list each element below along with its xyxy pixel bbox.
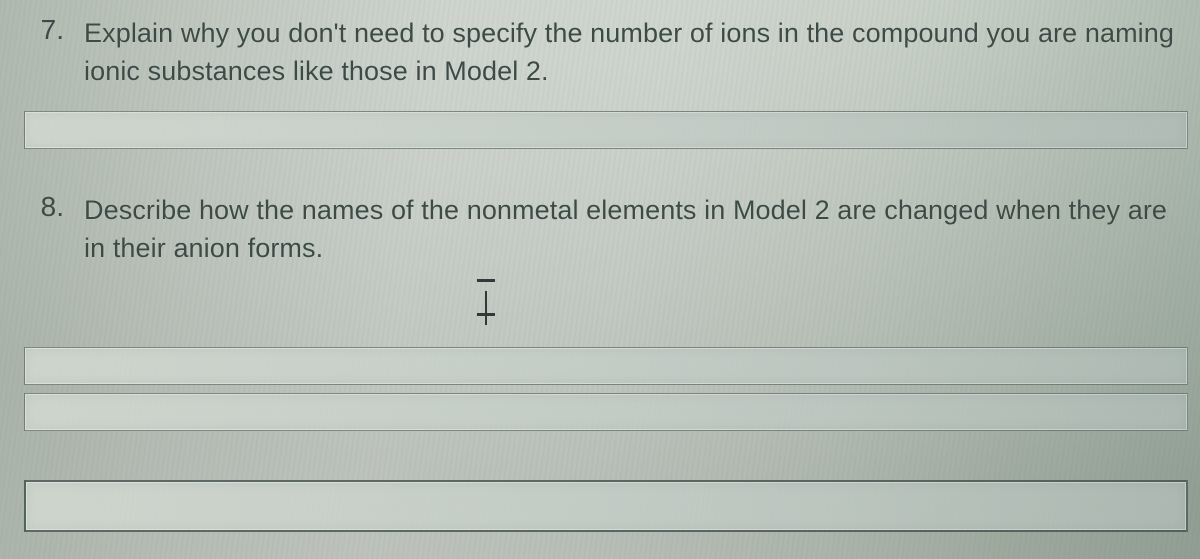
question-7-number: 7. xyxy=(24,14,84,46)
question-8-answer-box[interactable] xyxy=(24,480,1188,532)
question-8: 8. Describe how the names of the nonmeta… xyxy=(0,191,1200,268)
question-7: 7. Explain why you don't need to specify… xyxy=(0,14,1200,91)
question-8-answer-line-1[interactable] xyxy=(24,347,1188,385)
text-cursor-icon xyxy=(485,279,487,332)
question-8-text: Describe how the names of the nonmetal e… xyxy=(84,191,1176,268)
question-7-text: Explain why you don't need to specify th… xyxy=(84,14,1176,91)
question-7-answer-input[interactable] xyxy=(24,111,1188,149)
question-8-number: 8. xyxy=(24,191,84,223)
question-8-answer-line-2[interactable] xyxy=(24,393,1188,431)
